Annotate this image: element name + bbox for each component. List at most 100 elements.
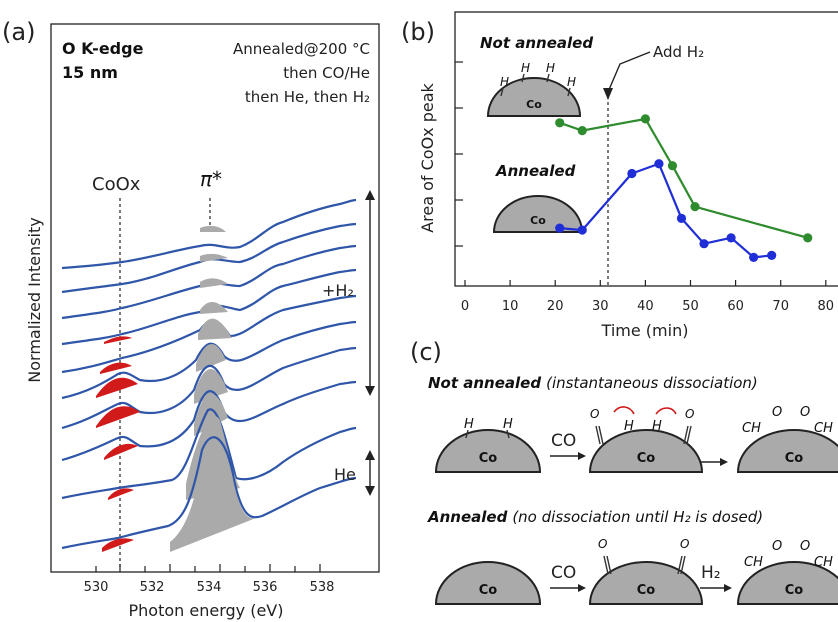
he-range-label: He bbox=[334, 465, 356, 484]
co-label: Co bbox=[637, 583, 656, 598]
spectrum-7 bbox=[61, 346, 357, 430]
spectra-group bbox=[61, 198, 357, 552]
h-bond bbox=[500, 87, 504, 97]
row1-co-arrow-label: CO bbox=[551, 431, 576, 451]
data-point-series-0 bbox=[577, 126, 587, 136]
row2-step2-particle: Co O O bbox=[588, 537, 704, 605]
co-triple-bond bbox=[595, 425, 601, 445]
pi-fill-4 bbox=[200, 301, 228, 314]
co-dome bbox=[434, 429, 542, 473]
a-xtick-label: 532 bbox=[140, 580, 165, 595]
data-point-series-1 bbox=[555, 223, 565, 233]
ch-group: CH bbox=[814, 555, 833, 570]
spectrum-2 bbox=[61, 222, 357, 294]
pi-fill-10 bbox=[170, 440, 256, 552]
panel-b-xticks: 0 10 20 30 40 50 60 70 80 bbox=[461, 280, 834, 314]
panel-a-cond-2: then CO/He bbox=[283, 64, 370, 82]
o-atom: O bbox=[772, 405, 782, 420]
b-xtick-label: 60 bbox=[727, 299, 744, 314]
panel-b-xlabel: Time (min) bbox=[601, 321, 689, 340]
pi-fill-1 bbox=[200, 225, 226, 232]
panel-b-frame bbox=[454, 11, 838, 287]
data-point-series-0 bbox=[555, 118, 565, 128]
o-atom: O bbox=[800, 405, 810, 420]
coox-fill-9 bbox=[108, 488, 134, 500]
panel-a-xticks: 530 532 534 536 538 bbox=[84, 564, 335, 595]
b-xtick-label: 30 bbox=[592, 299, 609, 314]
o-atom: O bbox=[772, 539, 782, 554]
data-point-series-1 bbox=[654, 159, 664, 169]
co-triple-bond bbox=[606, 555, 612, 575]
co-label: Co bbox=[637, 451, 656, 466]
h-bond bbox=[506, 429, 510, 439]
coox-fill-8 bbox=[104, 443, 138, 460]
co-dome bbox=[736, 561, 838, 605]
h-bond bbox=[521, 73, 525, 83]
spectrum-1 bbox=[61, 198, 357, 270]
add-h2-annotation: Add H₂ bbox=[653, 43, 704, 61]
row2-caption-rest: (no dissociation until H₂ is dosed) bbox=[512, 508, 763, 526]
h-bond bbox=[465, 429, 469, 439]
red-curved-arrow-right bbox=[655, 407, 677, 415]
row2-arrowhead-2 bbox=[724, 584, 732, 592]
o-atom: O bbox=[800, 539, 810, 554]
h-atom: H bbox=[521, 61, 530, 75]
data-point-series-1 bbox=[627, 168, 637, 179]
panel-b-yticks bbox=[455, 61, 463, 247]
panel-b-label: (b) bbox=[401, 18, 435, 46]
data-point-series-1 bbox=[749, 252, 759, 262]
data-point-series-1 bbox=[577, 225, 587, 235]
panel-a-xlabel: Photon energy (eV) bbox=[129, 601, 284, 620]
b-xtick-label: 0 bbox=[461, 299, 469, 314]
h-atom: H bbox=[652, 419, 662, 434]
h-atom: H bbox=[503, 417, 513, 432]
row2-co-arrow-label: CO bbox=[551, 563, 576, 583]
h-bond bbox=[567, 87, 571, 97]
row1-caption-rest: (instantaneous dissociation) bbox=[546, 374, 758, 392]
o-atom: O bbox=[590, 407, 599, 421]
co-dome bbox=[736, 429, 838, 473]
o-atom: O bbox=[680, 537, 689, 551]
row1-caption-bold: Not annealed bbox=[428, 374, 541, 392]
b-xtick-label: 20 bbox=[547, 299, 564, 314]
pi-fill-7 bbox=[194, 368, 228, 404]
panel-a-cond-3: then He, then H₂ bbox=[245, 88, 370, 106]
pi-fill-2 bbox=[200, 253, 228, 262]
row2-step3-particle: Co CH O O CH bbox=[736, 539, 838, 605]
add-h2-arrowhead bbox=[603, 88, 613, 100]
co-dome bbox=[588, 429, 704, 473]
annealed-legend: Annealed bbox=[495, 162, 576, 180]
co-dome bbox=[588, 561, 704, 605]
data-point-series-1 bbox=[676, 213, 687, 223]
h-bond bbox=[546, 73, 550, 83]
data-point-series-0 bbox=[640, 114, 651, 124]
data-point-series-0 bbox=[803, 233, 813, 243]
spectrum-10 bbox=[61, 436, 357, 550]
b-xtick-label: 40 bbox=[637, 299, 654, 314]
h-atom: H bbox=[567, 75, 576, 89]
red-curved-arrow-left bbox=[613, 406, 635, 415]
row1-step1-particle: Co H H bbox=[434, 417, 542, 473]
co-triple-bond bbox=[677, 555, 683, 575]
row2-h2-arrow-label: H₂ bbox=[701, 563, 721, 583]
row1-arrowhead-2 bbox=[720, 458, 728, 466]
a-xtick-label: 530 bbox=[84, 580, 109, 595]
co-label: Co bbox=[526, 98, 542, 111]
spectrum-4 bbox=[61, 268, 357, 346]
row2-arrowhead-1 bbox=[578, 584, 586, 592]
pi-fill-5 bbox=[198, 318, 232, 340]
a-xtick-label: 536 bbox=[253, 580, 278, 595]
data-point-series-1 bbox=[726, 233, 736, 243]
pi-fill-6 bbox=[196, 343, 226, 372]
co-label: Co bbox=[785, 583, 804, 598]
co-triple-bond bbox=[598, 425, 604, 445]
o-atom: O bbox=[685, 407, 694, 421]
spectrum-3 bbox=[61, 244, 357, 320]
spectrum-8 bbox=[61, 380, 357, 462]
co-dome bbox=[486, 77, 582, 117]
coox-fill-6 bbox=[96, 377, 138, 398]
a-xtick-label: 538 bbox=[310, 580, 335, 595]
coox-fill-10 bbox=[102, 538, 134, 552]
data-point-series-1 bbox=[767, 250, 777, 260]
